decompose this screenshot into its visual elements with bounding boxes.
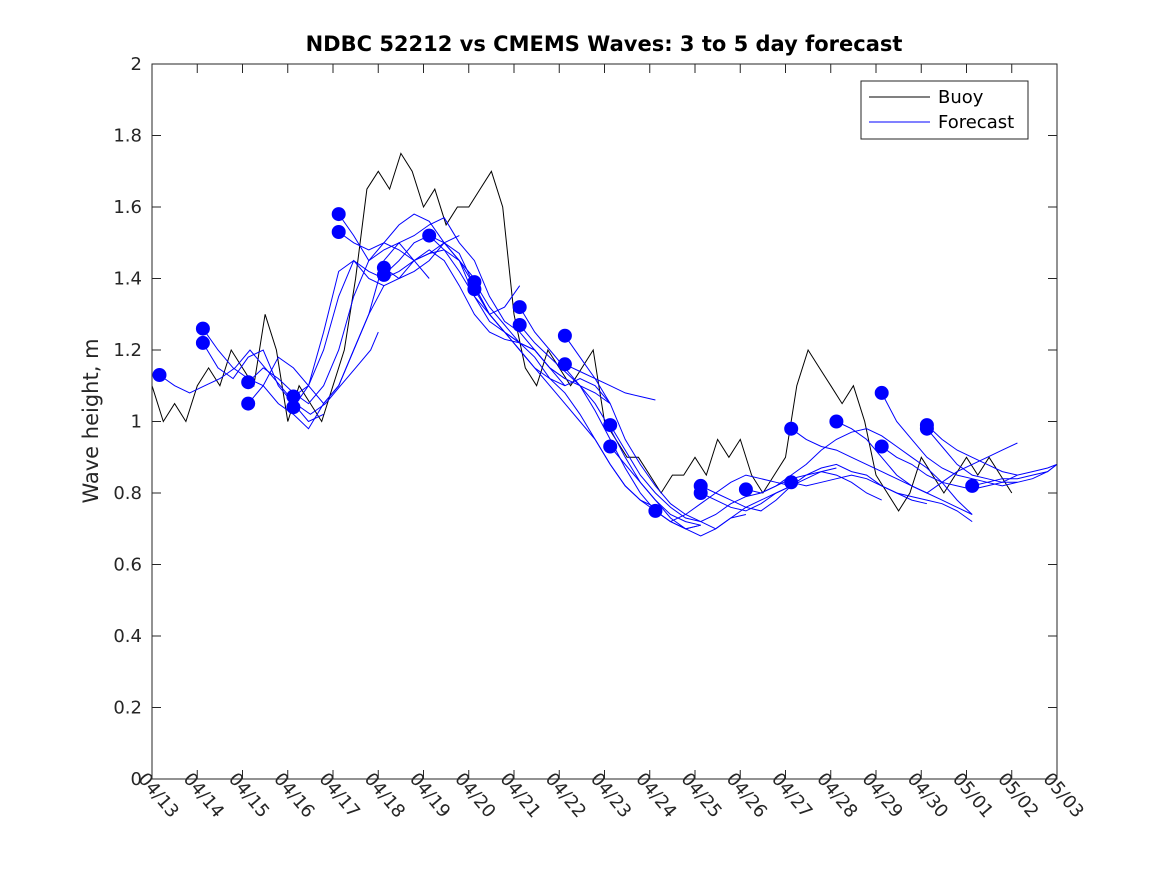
forecast-start-point — [512, 300, 527, 315]
forecast-run-line — [247, 285, 385, 405]
forecast-run-line — [609, 446, 701, 526]
y-tick-label: 0.6 — [113, 555, 142, 576]
forecast-run-line — [836, 421, 1018, 494]
forecast-start-point — [738, 482, 753, 497]
forecast-start-point — [784, 475, 799, 490]
forecast-run-line — [972, 464, 1058, 487]
forecast-start-point — [648, 503, 663, 518]
forecast-run-line — [926, 424, 1058, 476]
forecast-start-point — [603, 418, 618, 433]
forecast-start-point — [919, 421, 934, 436]
forecast-start-point — [965, 478, 980, 493]
y-tick-label: 1.8 — [113, 126, 142, 147]
forecast-run-line — [293, 249, 520, 397]
forecast-start-point — [195, 335, 210, 350]
forecast-run-line — [791, 474, 973, 523]
y-axis-label: Wave height, m — [79, 338, 103, 503]
forecast-run-line — [519, 306, 747, 537]
forecast-start-point — [376, 267, 391, 282]
forecast-start-point — [241, 396, 256, 411]
forecast-start-point — [512, 318, 527, 332]
chart-title: NDBC 52212 vs CMEMS Waves: 3 to 5 day fo… — [306, 32, 903, 56]
forecast-start-point — [874, 385, 889, 400]
y-tick-label: 2 — [131, 54, 142, 75]
y-tick-label: 0.4 — [113, 626, 142, 647]
forecast-run-line — [655, 471, 882, 523]
legend: Buoy Forecast — [860, 80, 1029, 140]
forecast-start-point — [195, 321, 210, 336]
forecast-start-point — [603, 439, 618, 454]
forecast-run-line — [473, 288, 656, 508]
forecast-run-line — [564, 363, 656, 401]
forecast-start-point — [467, 282, 482, 297]
forecast-start-point — [286, 400, 301, 415]
forecast-start-point — [784, 421, 799, 436]
y-tick-label: 1.6 — [113, 197, 142, 218]
legend-forecast-label: Forecast — [938, 112, 1014, 133]
y-tick-label: 0.2 — [113, 698, 142, 719]
forecast-run-line — [159, 331, 379, 415]
forecast-run-line — [926, 428, 1018, 483]
forecast-start-point — [557, 328, 572, 343]
forecast-run-line — [881, 446, 1018, 490]
forecast-run-line — [338, 213, 566, 387]
forecast-start-point — [331, 207, 346, 222]
forecast-run-line — [881, 392, 1058, 487]
y-tick-label: 0 — [131, 769, 142, 790]
forecast-run-line — [700, 485, 792, 512]
forecast-start-point — [241, 375, 256, 390]
forecast-start-point — [152, 368, 167, 382]
forecast-start-point — [693, 486, 708, 500]
forecast-run-line — [564, 335, 792, 530]
forecast-run-line — [383, 235, 566, 380]
forecast-run-line — [202, 342, 324, 423]
y-tick-label: 1.4 — [113, 269, 142, 290]
forecast-run-line — [609, 424, 837, 523]
forecast-start-point — [557, 357, 572, 372]
y-axis-ticks: 0 0.2 0.4 0.6 0.8 1 1.2 1.4 1.6 1.8 2 — [113, 54, 1057, 790]
forecast-start-point — [422, 228, 437, 243]
forecast-run-line — [745, 428, 973, 515]
y-tick-label: 0.8 — [113, 483, 142, 504]
forecast-run-line — [202, 242, 430, 430]
forecast-run-line — [790, 428, 973, 515]
y-tick-label: 1 — [131, 412, 142, 433]
forecast-start-point — [829, 414, 844, 429]
legend-box — [860, 80, 1029, 140]
y-tick-label: 1.2 — [113, 340, 142, 361]
legend-buoy-label: Buoy — [938, 87, 984, 108]
forecast-start-point — [874, 439, 889, 454]
forecast-start-point — [331, 225, 346, 239]
forecast-start-markers — [152, 207, 980, 518]
